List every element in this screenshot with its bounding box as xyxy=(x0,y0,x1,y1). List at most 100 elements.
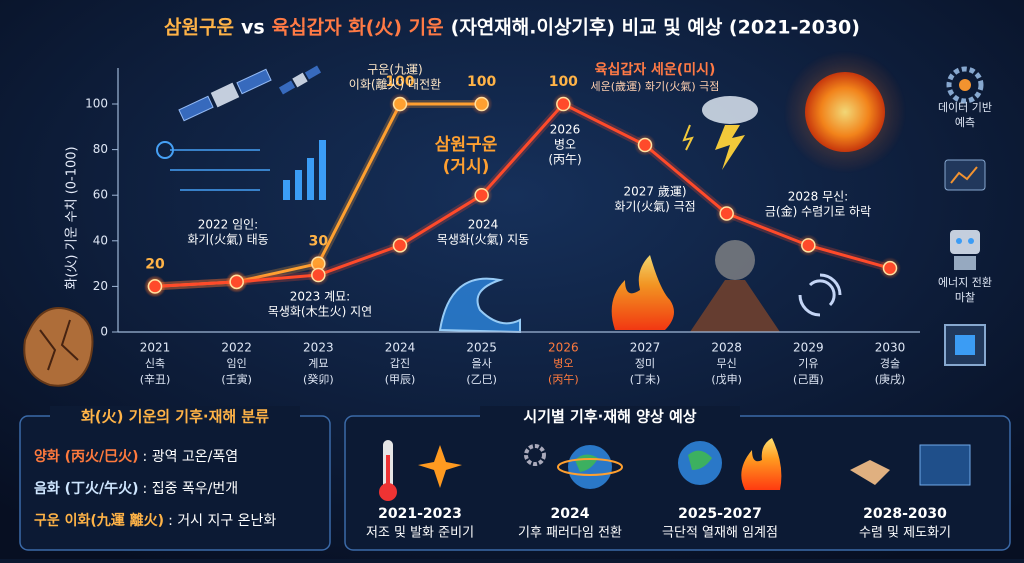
class-desc: : 거시 지구 온난화 xyxy=(168,513,276,529)
x-tick-label: 2030 xyxy=(875,341,906,355)
y-tick-label: 80 xyxy=(93,142,108,156)
annotation: 금(金) 수렴기로 하락 xyxy=(765,204,871,219)
outlook-title: 시기별 기후·재해 양상 예상 xyxy=(523,408,696,426)
x-tick-label: 2024 xyxy=(385,341,416,355)
x-tick-hanja: (壬寅) xyxy=(221,372,252,386)
x-tick-ganji: 병오 xyxy=(553,357,573,370)
x-tick-hanja: (庚戌) xyxy=(875,372,906,386)
sidebar-label: 예측 xyxy=(955,116,975,129)
y-tick-label: 40 xyxy=(93,233,108,247)
outlook-period: 2024 xyxy=(551,506,590,522)
annotation: 2026 xyxy=(550,123,581,137)
annotation: 병오 xyxy=(554,138,576,152)
annotation: 2023 계묘: xyxy=(290,290,350,304)
point xyxy=(474,96,489,112)
annotation: 목생화(火氣) 지동 xyxy=(437,233,529,247)
annotation: 2027 歲運) xyxy=(623,185,686,199)
x-tick-label: 2028 xyxy=(711,341,742,355)
outlook-period: 2028-2030 xyxy=(863,506,947,522)
class-term: 구운 이화(九運 離火) xyxy=(34,512,164,529)
point xyxy=(311,267,326,283)
y-tick-label: 60 xyxy=(93,188,108,202)
chart: 화(火) 기운 수치 (0-100) 0 20 40 60 80 100 2021 신축 (辛丑)… xyxy=(65,62,920,386)
sidebar-label: 데이터 기반 xyxy=(938,101,992,114)
x-tick-ganji: 정미 xyxy=(635,357,655,370)
series-subname: (거시) xyxy=(443,157,490,177)
point xyxy=(637,137,653,153)
annotation: 화기(火氣) 태동 xyxy=(187,233,268,247)
x-tick-ganji: 무신 xyxy=(717,357,737,370)
value-label: 30 xyxy=(309,234,329,250)
outlook-desc: 저조 및 발화 준비기 xyxy=(366,526,474,541)
classification-title: 화(火) 기운의 기후·재해 분류 xyxy=(81,408,269,426)
x-tick-hanja: (戊申) xyxy=(711,373,742,386)
x-tick-hanja: (丁未) xyxy=(630,373,661,386)
series-name: 삼원구운 xyxy=(435,135,498,155)
panel-title-bg xyxy=(50,406,300,428)
x-tick-ganji: 임인 xyxy=(227,357,247,370)
class-term: 양화 (丙火/巳火) xyxy=(34,449,139,465)
sidebar-label: 에너지 전환 xyxy=(938,276,992,289)
outlook-period: 2025-2027 xyxy=(678,506,762,522)
outlook-desc: 수렴 및 제도화기 xyxy=(859,526,951,541)
class-desc: : 광역 고온/폭염 xyxy=(143,449,239,465)
y-axis-label: 화(火) 기운 수치 (0-100) xyxy=(65,146,80,289)
point xyxy=(392,238,408,253)
point xyxy=(801,238,816,253)
annotation: 2022 임인: xyxy=(198,218,258,232)
x-tick-ganji: 경술 xyxy=(880,357,900,370)
y-tick-label: 100 xyxy=(85,97,108,111)
x-tick-ganji: 기유 xyxy=(798,357,818,370)
x-tick-ganji: 을사 xyxy=(472,357,492,370)
value-label: 100 xyxy=(549,74,578,90)
annotation: 2024 xyxy=(468,218,499,232)
illustrations xyxy=(23,50,986,387)
x-tick-hanja: (甲辰) xyxy=(385,373,416,386)
x-tick-label: 2027 xyxy=(630,341,661,355)
class-desc: : 집중 폭우/번개 xyxy=(143,481,239,497)
x-tick-hanja: (癸卯) xyxy=(303,372,334,386)
value-label: 100 xyxy=(385,74,414,90)
x-tick-ganji: 신축 xyxy=(145,357,165,370)
point xyxy=(719,206,734,221)
point xyxy=(882,260,898,276)
series-name: 육십갑자 세운(미시) xyxy=(595,62,716,78)
annotation: 화기(火氣) 극점 xyxy=(614,200,695,214)
title-part: 삼원구운 xyxy=(164,17,234,39)
y-tick-label: 0 xyxy=(100,325,108,339)
outlook-desc: 기후 패러다임 전환 xyxy=(518,526,622,541)
point xyxy=(556,96,571,112)
point xyxy=(229,274,244,290)
x-tick-ganji: 계묘 xyxy=(308,357,328,370)
point xyxy=(474,187,489,203)
x-tick-label: 2026 xyxy=(548,341,579,355)
value-label: 20 xyxy=(145,256,165,272)
x-tick-hanja: (辛丑) xyxy=(140,372,171,386)
series-line xyxy=(154,102,891,288)
annotation: (丙午) xyxy=(548,153,581,167)
class-term: 음화 (丁火/午火) xyxy=(34,480,139,497)
point xyxy=(147,279,163,294)
series-subname: 세운(歲運) 화기(火氣) 극점 xyxy=(591,79,720,93)
x-tick-hanja: (乙巳) xyxy=(466,373,497,386)
title-part: (자연재해.이상기후) 비교 및 예상 (2021-2030) xyxy=(451,17,860,39)
outlook-desc: 극단적 열재해 임계점 xyxy=(662,526,778,541)
title: 삼원구운 vs 육십갑자 화(火) 기운 (자연재해.이상기후) 비교 및 예상 (2… xyxy=(164,17,860,39)
x-tick-label: 2021 xyxy=(140,341,171,355)
x-tick-hanja: (丙午) xyxy=(548,373,579,386)
sidebar-label: 마찰 xyxy=(955,291,975,304)
x-tick-label: 2023 xyxy=(303,341,334,355)
x-tick-hanja: (己酉) xyxy=(793,373,824,386)
title-part: 육십갑자 화(火) 기운 xyxy=(272,17,444,39)
x-tick-label: 2022 xyxy=(221,341,252,355)
value-label: 100 xyxy=(467,74,496,90)
outlook-icons xyxy=(379,438,971,501)
annotation: 2028 무신: xyxy=(788,190,848,204)
x-tick-label: 2025 xyxy=(466,341,497,355)
point xyxy=(392,96,408,112)
y-tick-label: 20 xyxy=(93,279,108,293)
outlook-period: 2021-2023 xyxy=(378,506,462,522)
x-tick-ganji: 갑진 xyxy=(390,357,410,370)
annotation: 목생화(木生火) 지연 xyxy=(268,305,372,319)
